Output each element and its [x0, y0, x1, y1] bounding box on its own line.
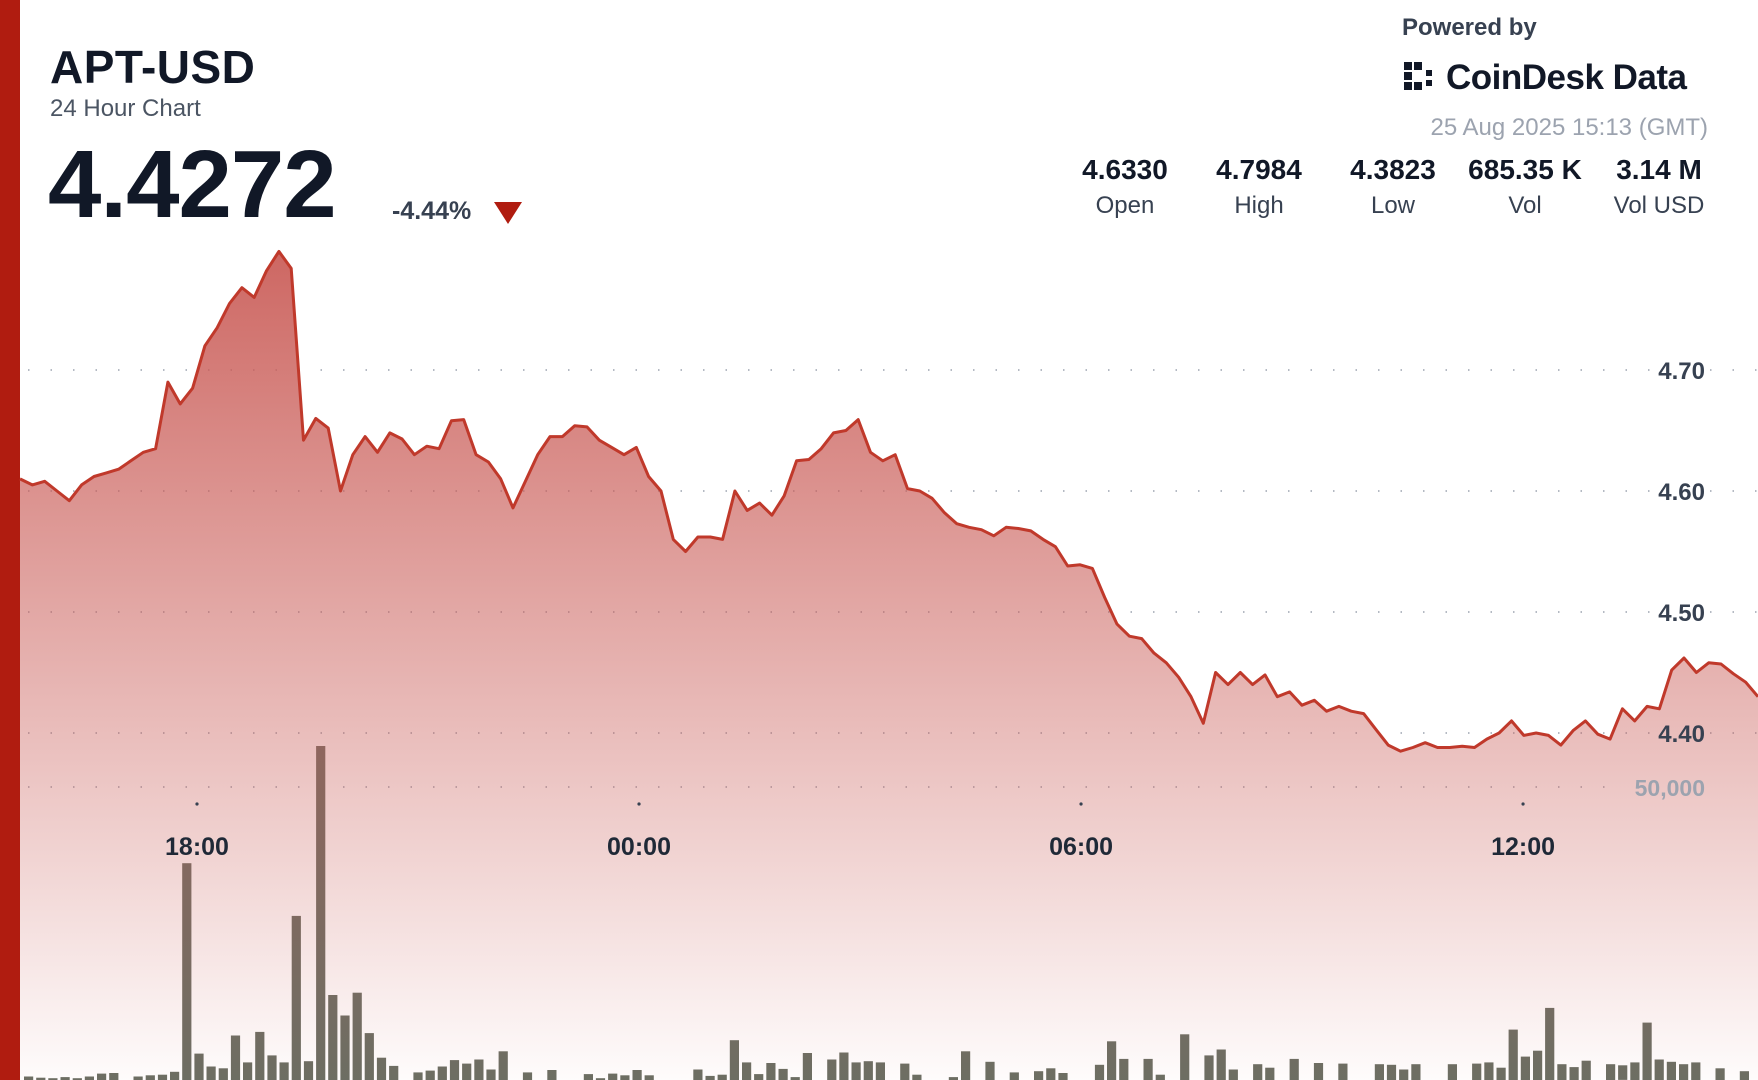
price-tick-label: 4.60	[1658, 479, 1705, 506]
volume-tick-label: 50,000	[1635, 775, 1705, 801]
price-change: -4.44%	[392, 197, 472, 225]
powered-by-label: Powered by	[1402, 14, 1537, 41]
price-tick-label: 4.70	[1658, 358, 1705, 385]
chart-subtitle: 24 Hour Chart	[50, 95, 201, 122]
time-tick-label: 00:00	[607, 833, 671, 861]
stat-open-value: 4.6330	[1082, 154, 1168, 185]
price-tick-label: 4.50	[1658, 600, 1705, 627]
brand-logo: CoinDesk Data	[1402, 56, 1687, 100]
stat-low: 4.3823 Low	[1328, 154, 1458, 220]
stat-low-value: 4.3823	[1350, 154, 1436, 185]
time-tick-mark	[195, 802, 199, 806]
stat-low-label: Low	[1370, 192, 1416, 219]
timestamp: 25 Aug 2025 15:13 (GMT)	[1430, 114, 1709, 141]
time-tick-label: 06:00	[1049, 833, 1113, 861]
accent-bar	[0, 0, 20, 1080]
stat-vol-usd: 3.14 M Vol USD	[1594, 154, 1724, 220]
stat-vol-label: Vol	[1508, 192, 1542, 219]
time-tick-label: 18:00	[165, 833, 229, 861]
brand-name: CoinDesk Data	[1446, 58, 1687, 97]
stat-high-value: 4.7984	[1216, 154, 1302, 185]
price-area	[20, 251, 1758, 1080]
stat-vol-value: 685.35 K	[1468, 154, 1582, 185]
stat-vol-usd-value: 3.14 M	[1616, 154, 1702, 185]
symbol-title: APT-USD	[50, 41, 256, 93]
price-line	[19, 249, 1758, 753]
stat-high-label: High	[1234, 192, 1284, 219]
stat-open-label: Open	[1095, 192, 1155, 219]
down-arrow-icon	[494, 202, 522, 224]
stat-vol: 685.35 K Vol	[1460, 154, 1590, 220]
coindesk-icon	[1404, 62, 1432, 90]
price-tick-label: 4.40	[1658, 721, 1705, 748]
stat-vol-usd-label: Vol USD	[1613, 192, 1705, 219]
time-tick-label: 12:00	[1491, 833, 1555, 861]
current-price: 4.4272	[48, 131, 337, 238]
time-tick-mark	[1079, 802, 1083, 806]
time-tick-mark	[637, 802, 641, 806]
stat-open: 4.6330 Open	[1060, 154, 1190, 220]
time-tick-mark	[1521, 802, 1525, 806]
stat-high: 4.7984 High	[1194, 154, 1324, 220]
